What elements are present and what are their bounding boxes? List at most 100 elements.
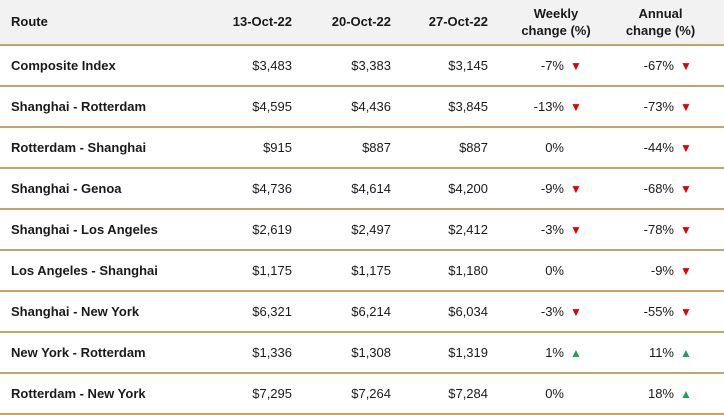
weekly-change-value: 1%: [545, 344, 564, 360]
rate-27-oct: $4,200: [448, 180, 488, 196]
rate-20-oct: $887: [362, 139, 391, 155]
table-row: Shanghai - Genoa $4,736 $4,614 $4,200 -9% ▼ -6…: [0, 169, 724, 210]
route-name: Shanghai - Genoa: [11, 180, 122, 196]
annual-change-value: 18%: [647, 385, 674, 401]
rate-13-oct: $1,175: [252, 262, 292, 278]
header-weekly-line2: change (%): [521, 23, 591, 38]
rate-20-oct: $1,175: [351, 262, 391, 278]
route-name: Shanghai - New York: [11, 303, 140, 319]
annual-change-value: -67%: [643, 57, 674, 73]
rate-20-oct: $6,214: [351, 303, 391, 319]
rate-13-oct: $3,483: [252, 57, 292, 73]
rate-27-oct: $1,180: [448, 262, 488, 278]
table-row: Shanghai - Rotterdam $4,595 $4,436 $3,845 -1…: [0, 87, 724, 128]
route-name: Shanghai - Los Angeles: [11, 221, 158, 237]
rate-20-oct: $1,308: [351, 344, 391, 360]
annual-change-value: -68%: [643, 180, 674, 196]
annual-change: -78% ▼: [585, 222, 695, 238]
route-name: Rotterdam - Shanghai: [11, 139, 147, 155]
annual-change-value: 11%: [648, 344, 674, 360]
triangle-down-icon: ▼: [680, 181, 692, 196]
annual-change: -67% ▼: [585, 58, 695, 74]
rate-20-oct: $7,264: [351, 385, 391, 401]
weekly-change-value: 0%: [545, 139, 564, 155]
triangle-down-icon: ▼: [570, 99, 582, 114]
no-change-spacer: ▼: [567, 263, 585, 279]
route-name: New York - Rotterdam: [11, 344, 146, 360]
weekly-change: 1% ▲: [488, 345, 585, 361]
table-row: New York - Rotterdam $1,336 $1,308 $1,319 1%…: [0, 333, 724, 374]
weekly-change: 0%▼: [488, 386, 585, 402]
triangle-down-icon: ▼: [570, 181, 582, 196]
weekly-change: -13% ▼: [488, 99, 585, 115]
rate-20-oct: $4,436: [351, 98, 391, 114]
annual-change-value: -9%: [650, 262, 674, 278]
annual-change: -73% ▼: [585, 99, 695, 115]
triangle-down-icon: ▼: [570, 222, 582, 237]
triangle-down-icon: ▼: [570, 304, 582, 319]
header-date-2: 20-Oct-22: [331, 14, 391, 29]
annual-change-value: -73%: [643, 98, 674, 114]
triangle-down-icon: ▼: [680, 140, 692, 155]
triangle-up-icon: ▲: [680, 386, 692, 401]
route-name: Rotterdam - New York: [11, 385, 146, 401]
annual-change: -44% ▼: [585, 140, 695, 156]
weekly-change-value: -7%: [540, 57, 564, 73]
rate-20-oct: $4,614: [351, 180, 391, 196]
rate-27-oct: $2,412: [448, 221, 488, 237]
rate-27-oct: $1,319: [448, 344, 488, 360]
header-weekly-change: Weekly change (%): [488, 5, 608, 39]
triangle-up-icon: ▲: [680, 345, 692, 360]
rate-27-oct: $3,845: [448, 98, 488, 114]
rate-13-oct: $915: [263, 139, 292, 155]
weekly-change: -3% ▼: [488, 222, 585, 238]
weekly-change-value: -3%: [540, 221, 564, 237]
weekly-change-value: 0%: [545, 262, 564, 278]
rate-27-oct: $7,284: [448, 385, 488, 401]
table-body: Composite Index $3,483 $3,383 $3,145 -7% ▼ -67…: [0, 46, 724, 415]
annual-change: -55% ▼: [585, 304, 695, 320]
annual-change: -68% ▼: [585, 181, 695, 197]
weekly-change: 0%▼: [488, 140, 585, 156]
rate-27-oct: $6,034: [448, 303, 488, 319]
annual-change: 18% ▲: [585, 386, 695, 402]
weekly-change: -7% ▼: [488, 58, 585, 74]
header-route: Route: [11, 14, 48, 29]
annual-change-value: -55%: [643, 303, 674, 319]
header-date-1: 13-Oct-22: [232, 14, 292, 29]
rate-13-oct: $1,336: [252, 344, 292, 360]
triangle-down-icon: ▼: [680, 222, 692, 237]
rate-13-oct: $2,619: [252, 221, 292, 237]
header-date-3: 27-Oct-22: [428, 14, 488, 29]
header-annual-change: Annual change (%): [608, 5, 713, 39]
header-weekly-line1: Weekly: [533, 6, 579, 21]
rate-27-oct: $3,145: [448, 57, 488, 73]
rate-13-oct: $6,321: [252, 303, 292, 319]
triangle-down-icon: ▼: [680, 58, 692, 73]
triangle-down-icon: ▼: [680, 263, 692, 278]
no-change-spacer: ▼: [567, 140, 585, 156]
route-name: Composite Index: [11, 57, 116, 73]
annual-change: 11% ▲: [585, 345, 695, 361]
weekly-change-value: -3%: [540, 303, 564, 319]
rate-13-oct: $4,736: [252, 180, 292, 196]
weekly-change: 0%▼: [488, 263, 585, 279]
annual-change-value: -78%: [643, 221, 674, 237]
table-row: Rotterdam - New York $7,295 $7,264 $7,284 0%…: [0, 374, 724, 415]
rate-27-oct: $887: [459, 139, 488, 155]
table-row: Composite Index $3,483 $3,383 $3,145 -7% ▼ -67…: [0, 46, 724, 87]
route-name: Los Angeles - Shanghai: [11, 262, 158, 278]
triangle-down-icon: ▼: [680, 99, 692, 114]
triangle-down-icon: ▼: [680, 304, 692, 319]
rate-13-oct: $7,295: [252, 385, 292, 401]
route-name: Shanghai - Rotterdam: [11, 98, 147, 114]
weekly-change-value: -9%: [540, 180, 564, 196]
rate-20-oct: $3,383: [351, 57, 391, 73]
triangle-down-icon: ▼: [570, 58, 582, 73]
no-change-spacer: ▼: [567, 386, 585, 402]
annual-change-value: -44%: [643, 139, 674, 155]
table-header: Route 13-Oct-22 20-Oct-22 27-Oct-22 Week…: [0, 0, 724, 46]
weekly-change-value: 0%: [545, 385, 564, 401]
rate-13-oct: $4,595: [252, 98, 292, 114]
